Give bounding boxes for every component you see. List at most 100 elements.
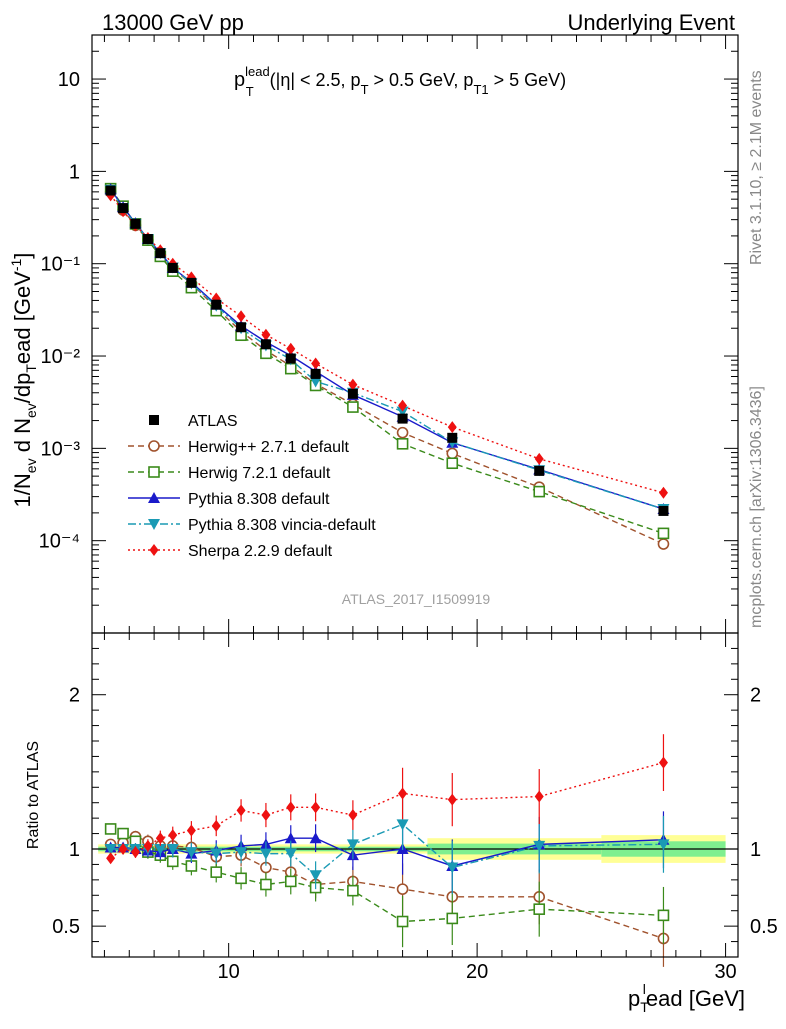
ratio-point-sherpa	[447, 793, 457, 806]
ratio-point-herwig7	[284, 875, 297, 888]
main-point-vincia	[396, 406, 409, 418]
xlabel-t: T	[640, 999, 649, 1015]
ratio-point-vincia	[346, 839, 359, 851]
ratio-point-sherpa	[348, 809, 358, 822]
ratio-point-herwig7	[533, 903, 546, 915]
ratio-point-vincia	[396, 819, 409, 831]
ratio-point-sherpa	[186, 824, 196, 837]
ratio-point-sherpa	[658, 756, 668, 769]
rivet-version: Rivet 3.1.10, ≥ 2.1M events	[748, 70, 765, 265]
ratio-point-herwig7	[235, 872, 247, 885]
main-point-atlas	[447, 432, 458, 443]
ratio-point-herwig7	[446, 912, 459, 925]
annotation-cut2: > 0.5 GeV, p	[369, 70, 474, 90]
main-point-atlas	[186, 277, 197, 288]
main-point-atlas	[347, 388, 358, 399]
analysis-id: ATLAS_2017_I1509919	[342, 591, 491, 607]
y-tick-label-main: 1	[69, 161, 80, 183]
annotation-cut1: (|η| < 2.5, p	[270, 70, 361, 90]
y-tick-label-ratio: 1	[69, 839, 80, 861]
main-point-sherpa	[534, 452, 544, 465]
legend-label-vincia: Pythia 8.308 vincia-default	[188, 517, 376, 534]
ratio-frame	[91, 632, 739, 958]
ylabel-d: ead [GeV	[10, 271, 35, 364]
ratio-point-vincia	[154, 844, 167, 855]
ratio-point-vincia	[533, 840, 546, 852]
main-point-sherpa	[236, 310, 246, 323]
annotation-cut3: > 5 GeV)	[489, 70, 567, 90]
main-point-atlas	[167, 262, 178, 273]
y-tick-label-ratio-right: 2	[750, 685, 761, 707]
ratio-point-vincia	[284, 848, 297, 860]
legend-label-herwigpp: Herwig++ 2.7.1 default	[188, 439, 350, 456]
ratio-point-herwig7	[396, 915, 409, 928]
main-ylabel: 1/Nev d Nev/dpTead [GeV-1]	[8, 253, 39, 508]
legend-marker-pythia	[148, 492, 160, 503]
ratio-point-sherpa	[211, 819, 221, 832]
x-tick-label: 20	[466, 961, 488, 983]
ratio-point-vincia	[235, 847, 248, 859]
ratio-point-herwig7	[166, 855, 179, 868]
ratio-point-herwig7	[657, 909, 670, 922]
main-point-atlas	[260, 339, 271, 350]
ratio-point-sherpa	[534, 790, 544, 803]
annotation-t: T	[246, 84, 254, 99]
y-tick-label-main: 10	[58, 69, 80, 91]
ylabel-e: ]	[10, 253, 35, 259]
main-point-sherpa	[658, 486, 668, 499]
ratio-point-sherpa	[398, 787, 408, 800]
main-point-sherpa	[286, 342, 296, 355]
legend-marker-herwig7	[148, 466, 160, 478]
main-point-sherpa	[311, 357, 321, 370]
ratio-point-vincia	[185, 847, 198, 859]
xlabel-l: l	[643, 981, 646, 997]
legend: ATLAS Herwig++ 2.7.1 default Herwig 7.2.1 …	[128, 413, 376, 560]
ratio-point-herwig7	[104, 823, 117, 835]
ratio-point-sherpa	[261, 809, 271, 822]
annotation-cut1-sub: T	[361, 82, 369, 97]
header-left: 13000 GeV pp	[102, 10, 244, 35]
ylabel-ev1: ev	[23, 458, 39, 473]
xlabel: pTlead [GeV]	[628, 981, 745, 1015]
x-tick-label: 10	[218, 961, 240, 983]
main-point-herwig7	[657, 527, 670, 540]
main-point-atlas	[236, 322, 247, 333]
ratio-series	[104, 734, 670, 967]
ratio-point-pythia	[284, 832, 297, 844]
main-point-herwigpp	[446, 447, 459, 460]
y-tick-label-main: 10⁻⁴	[39, 531, 80, 553]
main-point-atlas	[285, 353, 296, 364]
main-point-herwigpp	[657, 538, 670, 550]
annotation-p: p	[234, 69, 245, 91]
main-point-herwig7	[396, 438, 409, 450]
main-point-sherpa	[261, 328, 271, 341]
ratio-point-herwig7	[210, 866, 223, 878]
ylabel-c: /dp	[10, 373, 35, 404]
ratio-point-vincia	[166, 844, 179, 855]
main-point-atlas	[105, 185, 116, 196]
y-tick-label-ratio: 0.5	[52, 916, 80, 938]
ratio-ylabel: Ratio to ATLAS	[25, 741, 42, 849]
main-point-herwigpp	[396, 426, 409, 439]
annotation-cut2-sub: T1	[473, 82, 488, 97]
legend-label-atlas: ATLAS	[188, 413, 238, 430]
ratio-point-sherpa	[130, 846, 140, 859]
ratio-point-sherpa	[286, 801, 296, 814]
ratio-point-vincia	[104, 844, 117, 855]
ratio-point-pythia	[309, 832, 322, 844]
x-tick-label: 30	[714, 961, 736, 983]
main-point-sherpa	[447, 421, 457, 434]
legend-marker-sherpa	[149, 544, 159, 556]
legend-label-herwig7: Herwig 7.2.1 default	[188, 465, 331, 482]
ratio-point-sherpa	[118, 843, 128, 855]
ratio-point-vincia	[309, 870, 322, 882]
ratio-point-vincia	[259, 848, 272, 860]
ylabel-t: T	[23, 364, 39, 373]
main-point-atlas	[211, 299, 222, 310]
ratio-point-vincia	[446, 862, 459, 874]
main-point-atlas	[534, 465, 545, 476]
y-tick-label-ratio-right: 0.5	[750, 916, 778, 938]
main-point-atlas	[155, 248, 166, 259]
